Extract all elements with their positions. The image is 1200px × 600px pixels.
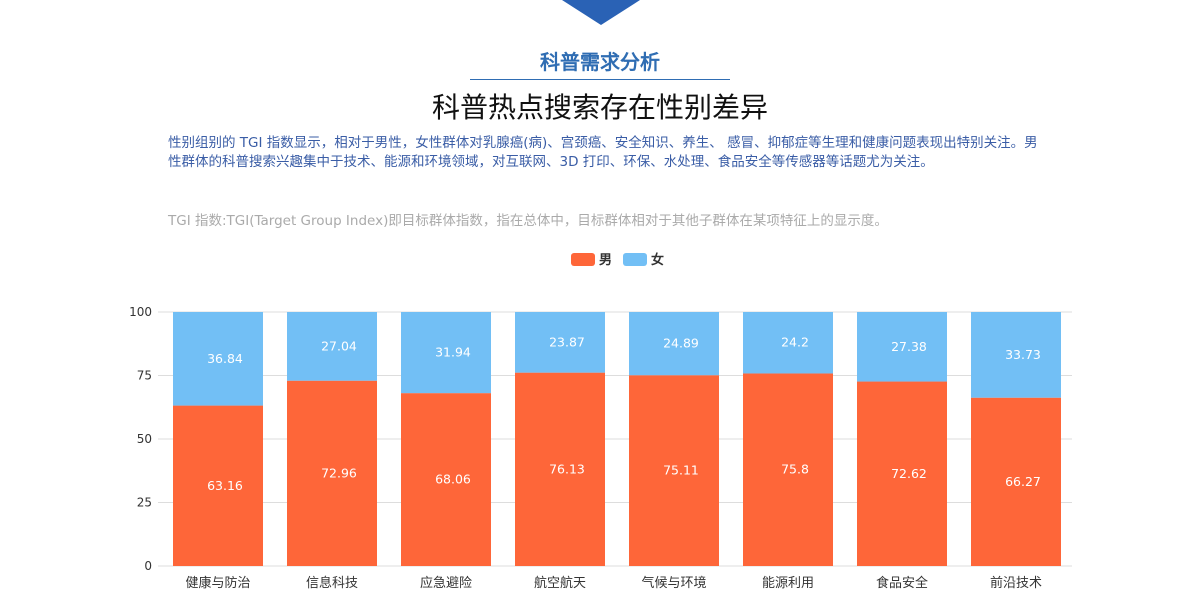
section-divider <box>470 79 730 80</box>
y-tick-label: 25 <box>137 496 152 510</box>
header-triangle-decoration <box>562 0 640 25</box>
legend-swatch <box>623 253 647 266</box>
x-tick-label: 食品安全 <box>876 575 928 591</box>
bar-segment <box>629 312 719 376</box>
bar-segment <box>173 405 263 566</box>
data-label: 66.27 <box>1005 474 1041 489</box>
x-tick-label: 前沿技术 <box>990 575 1042 591</box>
x-tick-label: 能源利用 <box>762 576 814 591</box>
data-label: 31.94 <box>435 345 471 360</box>
y-tick-label: 50 <box>137 432 152 446</box>
x-tick-label: 信息科技 <box>306 575 358 591</box>
data-label: 24.2 <box>781 335 809 350</box>
bar-segment <box>971 312 1061 398</box>
data-label: 24.89 <box>663 336 699 351</box>
bar-segment <box>515 312 605 373</box>
legend-label: 男 <box>599 253 612 268</box>
bar-segment <box>515 372 605 566</box>
data-label: 33.73 <box>1005 347 1041 362</box>
bar-segment <box>971 397 1061 566</box>
x-tick-label: 航空航天 <box>534 575 586 591</box>
y-tick-label: 0 <box>144 559 152 573</box>
data-label: 68.06 <box>435 472 471 487</box>
data-label: 27.04 <box>321 338 357 353</box>
legend-label: 女 <box>651 252 664 268</box>
data-label: 63.16 <box>207 478 243 493</box>
legend-swatch <box>571 253 595 266</box>
bar-segment <box>401 312 491 394</box>
bar-segment <box>743 312 833 374</box>
data-label: 27.38 <box>891 339 927 354</box>
data-label: 76.13 <box>549 461 585 476</box>
bar-segment <box>629 375 719 566</box>
bar-segment <box>743 373 833 566</box>
x-tick-label: 气候与环境 <box>641 575 706 591</box>
data-label: 72.62 <box>891 466 927 481</box>
bar-segment <box>857 381 947 566</box>
page-title: 科普热点搜索存在性别差异 <box>431 91 768 124</box>
y-tick-label: 75 <box>137 369 152 383</box>
description-text: 性别组别的 TGI 指数显示，相对于男性，女性群体对乳腺癌(病)、宫颈癌、安全知… <box>168 135 1038 170</box>
bar-segment <box>401 393 491 566</box>
section-title: 科普需求分析 <box>540 50 660 74</box>
data-label: 72.96 <box>321 465 357 480</box>
data-label: 75.8 <box>781 462 809 477</box>
x-tick-label: 应急避险 <box>420 575 472 591</box>
data-label: 23.87 <box>549 334 585 349</box>
bar-segment <box>287 380 377 566</box>
data-label: 75.11 <box>663 463 699 478</box>
data-label: 36.84 <box>207 351 243 366</box>
tgi-note: TGI 指数:TGI(Target Group Index)即目标群体指数，指在… <box>168 213 888 229</box>
bar-segment <box>173 312 263 406</box>
bar-segment <box>287 312 377 381</box>
bar-segment <box>857 312 947 382</box>
y-tick-label: 100 <box>129 305 152 319</box>
x-tick-label: 健康与防治 <box>185 575 250 591</box>
